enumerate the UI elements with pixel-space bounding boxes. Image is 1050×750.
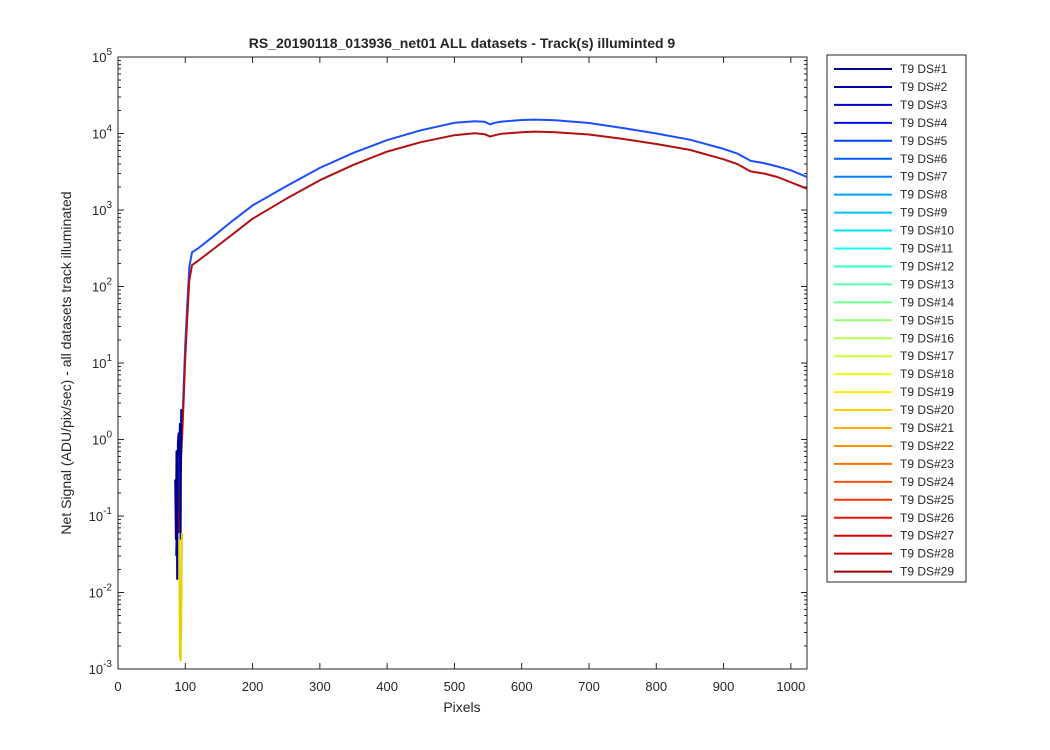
- y-tick-label: 101: [92, 353, 112, 371]
- legend-item: T9 DS#11: [834, 242, 953, 256]
- legend-label: T9 DS#25: [900, 493, 954, 507]
- legend-item: T9 DS#12: [834, 259, 954, 273]
- legend-item: T9 DS#20: [834, 403, 954, 417]
- legend-label: T9 DS#24: [900, 475, 954, 489]
- legend-label: T9 DS#4: [900, 116, 948, 130]
- legend-item: T9 DS#1: [834, 62, 948, 76]
- legend-items: T9 DS#1 T9 DS#2 T9 DS#3 T9 DS#4 T9 DS#5 T9 DS…: [834, 62, 954, 579]
- legend-item: T9 DS#7: [834, 170, 948, 184]
- legend-item: T9 DS#8: [834, 188, 948, 202]
- legend-item: T9 DS#25: [834, 493, 954, 507]
- x-axis-ticks: 0 100 200 300 400 500 600 700 800 900 1000: [114, 57, 805, 694]
- legend-label: T9 DS#27: [900, 529, 954, 543]
- legend-label: T9 DS#3: [900, 98, 948, 112]
- legend-item: T9 DS#26: [834, 511, 954, 525]
- y-tick-label: 100: [92, 430, 112, 448]
- legend-item: T9 DS#15: [834, 313, 954, 327]
- legend-item: T9 DS#16: [834, 331, 954, 345]
- y-tick-label: 102: [92, 277, 112, 295]
- legend-label: T9 DS#8: [900, 188, 948, 202]
- x-axis-label: Pixels: [443, 699, 480, 715]
- x-tick-label: 0: [114, 679, 121, 694]
- y-tick-label: 10-2: [89, 583, 113, 601]
- y-tick-label: 10-1: [89, 506, 113, 524]
- legend-label: T9 DS#18: [900, 367, 954, 381]
- x-tick-label: 900: [713, 679, 735, 694]
- x-tick-label: 600: [511, 679, 533, 694]
- series-layer: [174, 118, 807, 662]
- y-axis-ticks: 10-3 10-2 10-1 100 101 102 103 104 105: [89, 47, 807, 677]
- legend-label: T9 DS#2: [900, 80, 948, 94]
- legend-label: T9 DS#15: [900, 313, 954, 327]
- legend-label: T9 DS#14: [900, 295, 954, 309]
- x-tick-label: 800: [645, 679, 667, 694]
- legend-label: T9 DS#7: [900, 170, 948, 184]
- legend-box: [826, 54, 967, 583]
- legend-label: T9 DS#1: [900, 62, 948, 76]
- legend-label: T9 DS#9: [900, 206, 948, 220]
- legend-item: T9 DS#29: [834, 565, 954, 579]
- legend-item: T9 DS#24: [834, 475, 954, 489]
- legend-item: T9 DS#19: [834, 385, 954, 399]
- series-line: [177, 130, 807, 534]
- legend-label: T9 DS#28: [900, 547, 954, 561]
- legend-label: T9 DS#21: [900, 421, 954, 435]
- legend-label: T9 DS#11: [900, 242, 953, 256]
- legend-item: T9 DS#9: [834, 206, 948, 220]
- legend-label: T9 DS#19: [900, 385, 954, 399]
- legend-label: T9 DS#17: [900, 349, 954, 363]
- legend-item: T9 DS#28: [834, 547, 954, 561]
- legend-item: T9 DS#17: [834, 349, 954, 363]
- legend-label: T9 DS#13: [900, 277, 954, 291]
- series-line: [174, 409, 183, 580]
- y-tick-label: 104: [92, 124, 112, 142]
- legend-label: T9 DS#29: [900, 565, 954, 579]
- legend-label: T9 DS#20: [900, 403, 954, 417]
- x-tick-label: 1000: [776, 679, 805, 694]
- legend-item: T9 DS#14: [834, 295, 954, 309]
- x-tick-label: 400: [376, 679, 398, 694]
- legend-item: T9 DS#18: [834, 367, 954, 381]
- legend-item: T9 DS#22: [834, 439, 954, 453]
- x-tick-label: 500: [444, 679, 466, 694]
- legend-label: T9 DS#12: [900, 259, 954, 273]
- legend-label: T9 DS#5: [900, 134, 948, 148]
- legend-item: T9 DS#23: [834, 457, 954, 471]
- legend-label: T9 DS#10: [900, 224, 954, 238]
- legend-label: T9 DS#16: [900, 331, 954, 345]
- x-tick-label: 700: [578, 679, 600, 694]
- y-axis-label: Net Signal (ADU/pix/sec) - all datasets …: [58, 191, 74, 534]
- x-tick-label: 200: [242, 679, 264, 694]
- x-tick-label: 100: [174, 679, 196, 694]
- legend-item: T9 DS#6: [834, 152, 948, 166]
- legend-item: T9 DS#3: [834, 98, 948, 112]
- legend-item: T9 DS#10: [834, 224, 954, 238]
- chart-title: RS_20190118_013936_net01 ALL datasets - …: [249, 35, 676, 51]
- legend-label: T9 DS#23: [900, 457, 954, 471]
- legend-item: T9 DS#13: [834, 277, 954, 291]
- series-line: [178, 532, 183, 662]
- legend-label: T9 DS#6: [900, 152, 948, 166]
- y-tick-label: 105: [92, 47, 112, 65]
- plot-frame: [117, 56, 808, 670]
- plot-area: [117, 56, 808, 670]
- legend-item: T9 DS#27: [834, 529, 954, 543]
- legend-item: T9 DS#21: [834, 421, 954, 435]
- x-tick-label: 300: [309, 679, 331, 694]
- y-tick-label: 103: [92, 200, 112, 218]
- legend-item: T9 DS#2: [834, 80, 948, 94]
- legend: T9 DS#1 T9 DS#2 T9 DS#3 T9 DS#4 T9 DS#5 T9 DS…: [826, 54, 967, 583]
- legend-label: T9 DS#22: [900, 439, 954, 453]
- legend-label: T9 DS#26: [900, 511, 954, 525]
- y-tick-label: 10-3: [89, 659, 113, 677]
- legend-item: T9 DS#4: [834, 116, 948, 130]
- legend-item: T9 DS#5: [834, 134, 948, 148]
